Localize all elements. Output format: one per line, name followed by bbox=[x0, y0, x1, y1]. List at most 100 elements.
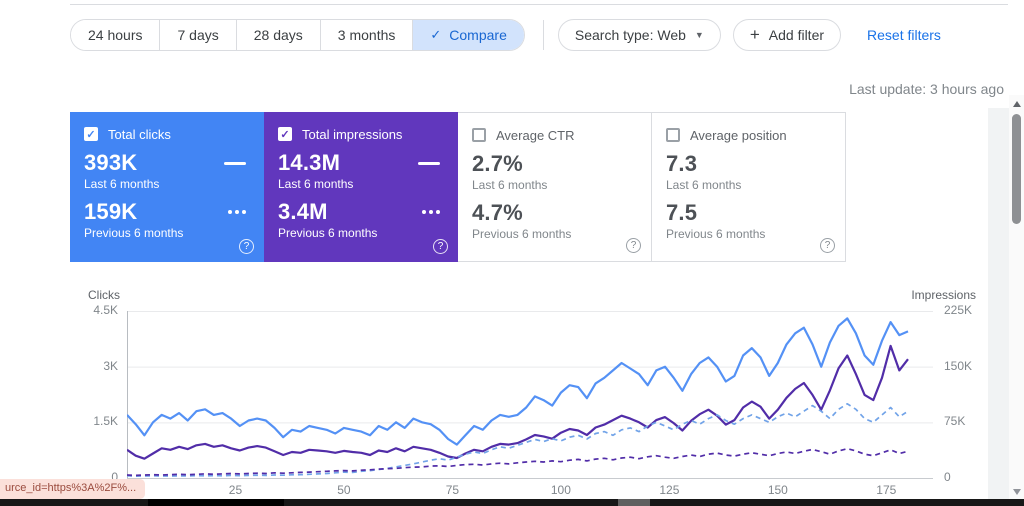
metric-card-header: ✓ Total impressions bbox=[278, 125, 444, 143]
metric-card-label: Average CTR bbox=[496, 127, 575, 143]
right-axis-tick: 225K bbox=[944, 303, 973, 317]
previous-metric-row: 159K bbox=[84, 199, 250, 225]
dropdown-arrow-icon: ▼ bbox=[694, 30, 704, 40]
x-axis-tick: 175 bbox=[876, 483, 897, 497]
metric-card-header: Average CTR bbox=[472, 126, 637, 144]
previous-metric-row: 3.4M bbox=[278, 199, 444, 225]
x-axis-tick: 100 bbox=[550, 483, 571, 497]
reset-filters-link[interactable]: Reset filters bbox=[867, 27, 941, 43]
current-value: 14.3M bbox=[278, 150, 341, 175]
performance-chart: Clicks Impressions 0 1.5K 3K 4.5K 0 75K 150K 22… bbox=[0, 285, 1010, 500]
previous-value: 7.5 bbox=[666, 200, 698, 225]
add-filter-button[interactable]: + Add filter bbox=[732, 19, 842, 51]
series-line-clicks-previous-6-months bbox=[127, 402, 909, 477]
series-line-clicks-last-6-months bbox=[127, 317, 909, 446]
last-update-text: Last update: 3 hours ago bbox=[849, 81, 1004, 97]
right-axis-tick: 75K bbox=[944, 414, 966, 429]
x-axis-tick: 25 bbox=[228, 483, 243, 497]
filter-bar: 24 hours 7 days 28 days 3 months ✓ Compare Se… bbox=[70, 18, 941, 52]
legend-dotted-line-icon bbox=[422, 210, 440, 214]
metric-card-average-ctr[interactable]: Average CTR 2.7% Last 6 months 4.7% Previous… bbox=[458, 112, 652, 262]
date-range-button-7-days[interactable]: 7 days bbox=[160, 20, 237, 50]
add-filter-label: Add filter bbox=[768, 27, 825, 43]
previous-period-label: Previous 6 months bbox=[278, 226, 378, 240]
help-icon[interactable]: ? bbox=[239, 239, 254, 254]
scrollbar-thumb[interactable] bbox=[1012, 114, 1021, 224]
date-range-button-24-hours[interactable]: 24 hours bbox=[71, 20, 161, 50]
right-axis-title: Impressions bbox=[911, 288, 976, 302]
date-range-group: 24 hours 7 days 28 days 3 months ✓ Compare bbox=[70, 19, 525, 51]
compare-label: Compare bbox=[449, 27, 507, 43]
metric-cards: ✓ Total clicks 393K Last 6 months 159K Previo… bbox=[70, 112, 846, 262]
previous-period-label: Previous 6 months bbox=[666, 227, 766, 241]
checkbox-checked-icon[interactable]: ✓ bbox=[84, 127, 98, 141]
search-type-label: Search type: Web bbox=[574, 27, 686, 43]
current-period-label: Last 6 months bbox=[666, 178, 742, 192]
x-axis-tick: 125 bbox=[659, 483, 680, 497]
legend-solid-line-icon bbox=[418, 161, 440, 165]
top-divider bbox=[70, 4, 1008, 5]
plus-icon: + bbox=[749, 25, 760, 44]
checkbox-checked-icon[interactable]: ✓ bbox=[278, 127, 292, 141]
x-axis-tick: 75 bbox=[445, 483, 460, 497]
page-gutter bbox=[988, 108, 1009, 500]
current-period-label: Last 6 months bbox=[84, 177, 160, 191]
taskbar-segment bbox=[148, 499, 284, 506]
search-type-dropdown[interactable]: Search type: Web ▼ bbox=[557, 19, 721, 51]
left-axis-title: Clicks bbox=[88, 288, 120, 302]
taskbar-strip bbox=[0, 499, 1024, 506]
help-icon[interactable]: ? bbox=[433, 239, 448, 254]
metric-card-label: Average position bbox=[690, 127, 787, 143]
series-line-impressions-previous-6-months bbox=[127, 447, 909, 477]
chart-canvas[interactable] bbox=[127, 311, 935, 481]
previous-period-label: Previous 6 months bbox=[84, 226, 184, 240]
metric-card-average-position[interactable]: Average position 7.3 Last 6 months 7.5 Previ… bbox=[652, 112, 846, 262]
compare-button[interactable]: ✓ Compare bbox=[413, 20, 524, 50]
current-value: 2.7% bbox=[472, 151, 523, 176]
filter-separator bbox=[542, 20, 544, 50]
current-metric-row: 14.3M bbox=[278, 150, 444, 176]
series-line-impressions-last-6-months bbox=[127, 344, 909, 460]
taskbar-segment-light bbox=[618, 499, 650, 506]
help-icon[interactable]: ? bbox=[820, 238, 835, 253]
current-metric-row: 7.3 bbox=[666, 151, 831, 177]
scrollbar-down-icon[interactable] bbox=[1013, 489, 1021, 495]
date-range-button-3-months[interactable]: 3 months bbox=[320, 20, 414, 50]
legend-solid-line-icon bbox=[224, 161, 246, 165]
checkbox-unchecked-icon[interactable] bbox=[666, 128, 680, 142]
metric-card-total-clicks[interactable]: ✓ Total clicks 393K Last 6 months 159K Previo… bbox=[70, 112, 264, 262]
left-axis-tick: 0 bbox=[111, 470, 118, 484]
current-value: 393K bbox=[84, 150, 138, 175]
checkbox-unchecked-icon[interactable] bbox=[472, 128, 486, 142]
previous-metric-row: 7.5 bbox=[666, 200, 831, 226]
right-axis-tick: 0 bbox=[944, 470, 951, 484]
metric-card-header: ✓ Total clicks bbox=[84, 125, 250, 143]
left-axis-tick: 4.5K bbox=[93, 303, 118, 317]
current-metric-row: 393K bbox=[84, 150, 250, 176]
current-period-label: Last 6 months bbox=[472, 178, 548, 192]
legend-dotted-line-icon bbox=[228, 210, 246, 214]
left-axis-tick: 1.5K bbox=[93, 414, 118, 429]
date-range-button-28-days[interactable]: 28 days bbox=[236, 20, 321, 50]
right-axis-tick: 150K bbox=[944, 358, 973, 373]
x-axis-tick: 50 bbox=[337, 483, 351, 497]
metric-card-total-impressions[interactable]: ✓ Total impressions 14.3M Last 6 months 3.4M… bbox=[264, 112, 458, 262]
previous-period-label: Previous 6 months bbox=[472, 227, 572, 241]
metric-card-label: Total impressions bbox=[302, 126, 403, 142]
left-axis-tick: 3K bbox=[103, 358, 118, 373]
link-status-tooltip: urce_id=https%3A%2F%... bbox=[0, 479, 146, 499]
metric-card-label: Total clicks bbox=[108, 126, 171, 142]
previous-value: 3.4M bbox=[278, 199, 328, 224]
current-metric-row: 2.7% bbox=[472, 151, 637, 177]
previous-metric-row: 4.7% bbox=[472, 200, 637, 226]
scrollbar-up-icon[interactable] bbox=[1013, 101, 1021, 107]
current-period-label: Last 6 months bbox=[278, 177, 354, 191]
previous-value: 4.7% bbox=[472, 200, 523, 225]
x-axis-tick: 150 bbox=[767, 483, 788, 497]
current-value: 7.3 bbox=[666, 151, 698, 176]
previous-value: 159K bbox=[84, 199, 138, 224]
check-icon: ✓ bbox=[430, 27, 442, 42]
metric-card-header: Average position bbox=[666, 126, 831, 144]
help-icon[interactable]: ? bbox=[626, 238, 641, 253]
